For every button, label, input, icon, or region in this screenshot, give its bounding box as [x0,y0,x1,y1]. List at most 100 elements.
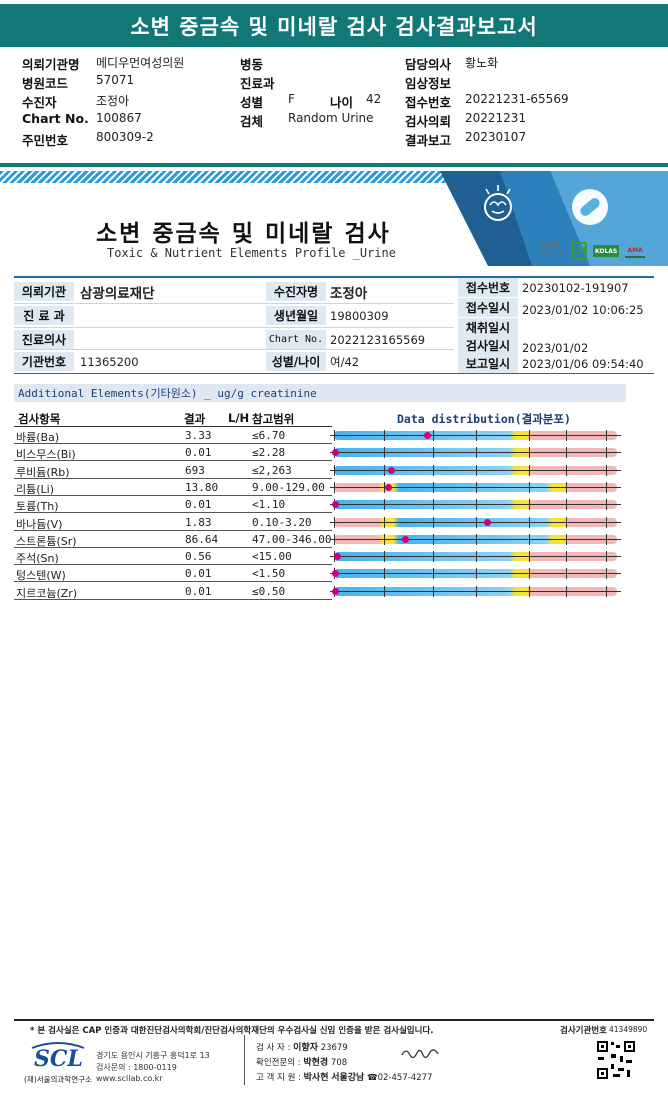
col-header-item: 검사항목 [18,412,61,426]
distribution-tick [433,533,435,545]
distribution-tick [529,481,531,493]
result-value: 0.01 [185,498,212,512]
info-label: 진료과 [240,76,275,91]
distribution-tick [433,447,435,459]
result-item-name: 지르코늄(Zr) [16,586,78,600]
distribution-tick [566,551,568,563]
info-label: 병동 [240,57,264,72]
distribution-tick [605,551,607,563]
info-row-4: Chart No. 100867 검체 Random Urine 검사의뢰 20… [0,111,668,130]
scl-swoosh-icon [31,1042,85,1049]
col-header-result: 결과 [184,412,206,426]
confirmer-name: 박현경 [303,1058,329,1068]
distribution-tick [529,499,531,511]
reference-range: <1.10 [252,498,286,512]
distribution-tick [529,464,531,476]
info-value: 메디우먼여성의원 [96,56,185,70]
result-marker-dot [332,587,339,595]
tester-label: 검 사 자 : [256,1043,291,1053]
distribution-tick [566,568,568,580]
distribution-bar [330,499,621,511]
result-value: 1.83 [185,515,212,529]
recv-no-label: 접수번호 [458,278,518,297]
info-label: 담당의사 [405,57,452,72]
code-label: 기관번호 [14,352,74,371]
info-row-1: 의뢰기관명 메디우먼여성의원 병동 담당의사 황노화 [0,54,668,73]
distribution-bar [330,516,621,528]
capsule-icon [572,189,608,225]
section-title-bar: Additional Elements(기타원소) _ ug/g creatin… [14,384,626,402]
distribution-tick [475,568,477,580]
report-title: 소변 중금속 및 미네랄 검사 [96,221,391,247]
distribution-tick [433,585,435,597]
distribution-tick [605,464,607,476]
distribution-bar [330,464,621,476]
distribution-tick [566,481,568,493]
distribution-bar [330,568,621,580]
distribution-tick [529,533,531,545]
info-value: 100867 [96,111,142,125]
support-name: 박사현 [303,1073,329,1083]
info-value: Random Urine [288,111,374,125]
distribution-tick [529,568,531,580]
report-header-title: 소변 중금속 및 미네랄 검사 검사결과보고서 [0,4,668,47]
result-marker-dot [424,432,432,439]
tester-name: 이향자 [293,1043,318,1053]
inst-label: 의뢰기관 [14,282,74,301]
support-phone: ☎02-457-4277 [367,1073,433,1083]
test-label: 검사일시 [458,336,518,355]
distribution-bar [330,481,621,493]
reference-range: ≤6.70 [252,429,286,442]
lab-website[interactable]: www.scllab.co.kr [96,1074,163,1083]
result-item-name: 바륨(Ba) [16,431,60,444]
info-label: Chart No. [22,111,89,126]
name-value: 조정아 [330,285,368,302]
distribution-tick [566,464,568,476]
distribution-tick [334,464,335,476]
result-marker-dot [401,535,409,543]
col-header-lh: L/H [228,411,250,425]
result-marker-dot [384,483,392,491]
distribution-tick [383,516,385,528]
tester-number: 23679 [320,1043,348,1053]
distribution-tick [475,499,477,511]
confirmer-line: 확인전문의 : 박현경 708 [256,1055,347,1068]
result-row: 토륨(Th) 0.01 <1.10 [14,496,332,514]
result-item-name: 바나듐(V) [16,517,63,531]
distribution-tick [334,481,335,493]
info-label: 주민번호 [22,133,69,148]
result-value: 0.56 [185,550,212,564]
col-header-ref: 참고범위 [252,412,295,426]
distribution-tick [475,447,477,459]
distribution-tick [566,533,568,545]
distribution-tick [529,551,531,563]
distribution-tick [383,447,385,459]
lab-number-label: 검사기관번호 [560,1026,607,1036]
distribution-tick [529,516,531,528]
distribution-tick [605,585,607,597]
info-label: 검사의뢰 [405,114,452,129]
result-value: 86.64 [185,532,219,546]
qr-code-icon [596,1040,636,1080]
result-row: 주석(Sn) 0.56 <15.00 [14,548,332,566]
code-value: 11365200 [80,354,139,369]
tester-line: 검 사 자 : 이향자 23679 [256,1040,348,1053]
info-value: 800309-2 [96,130,154,144]
info-row-2: 병원코드 57071 진료과 임상정보 [0,73,668,92]
result-marker-dot [332,501,339,509]
dept-label: 진 료 과 [14,306,74,325]
distribution-tick [475,533,477,545]
birth-label: 생년월일 [266,306,326,325]
distribution-bar [330,585,621,597]
info-label: 병원코드 [22,76,69,91]
distribution-tick [433,516,435,528]
row-divider [14,349,454,350]
col-header-distribution: Data distribution(결과분포) [397,412,571,426]
distribution-tick [433,464,435,476]
info-label: 의뢰기관명 [22,57,80,72]
distribution-tick [475,464,477,476]
ama-logo: AMA [625,244,646,258]
confirmer-label: 확인전문의 : [256,1058,301,1068]
lm-logo: LM [571,242,588,260]
certification-logos: CAP ACCREDITED LM KOLAS AMA [536,238,646,264]
